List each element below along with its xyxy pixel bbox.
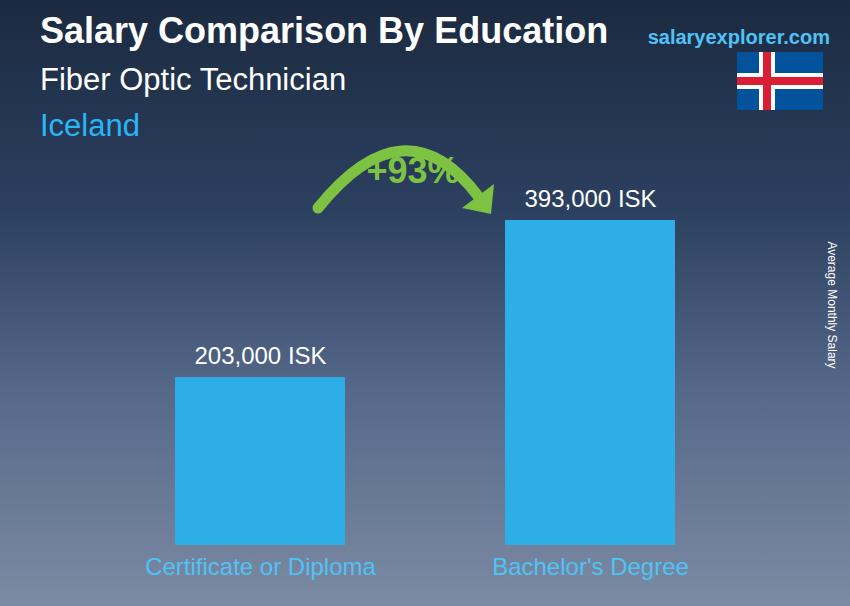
svg-text:Bachelor's Degree: Bachelor's Degree [492,553,689,580]
svg-text:Certificate or Diploma: Certificate or Diploma [145,553,376,580]
html-text:Iceland: Iceland [40,108,140,143]
html-text:salaryexplorer.com: salaryexplorer.com [647,26,830,48]
html-text:Fiber Optic Technician: Fiber Optic Technician [40,62,347,97]
html-text:Average Monthly Salary: Average Monthly Salary [825,241,839,369]
svg-text:203,000 ISK: 203,000 ISK [194,342,326,369]
svg-text:393,000 ISK: 393,000 ISK [524,185,656,212]
html-text:+93%: +93% [366,150,460,191]
html-text:Salary Comparison By Education: Salary Comparison By Education [40,10,609,51]
